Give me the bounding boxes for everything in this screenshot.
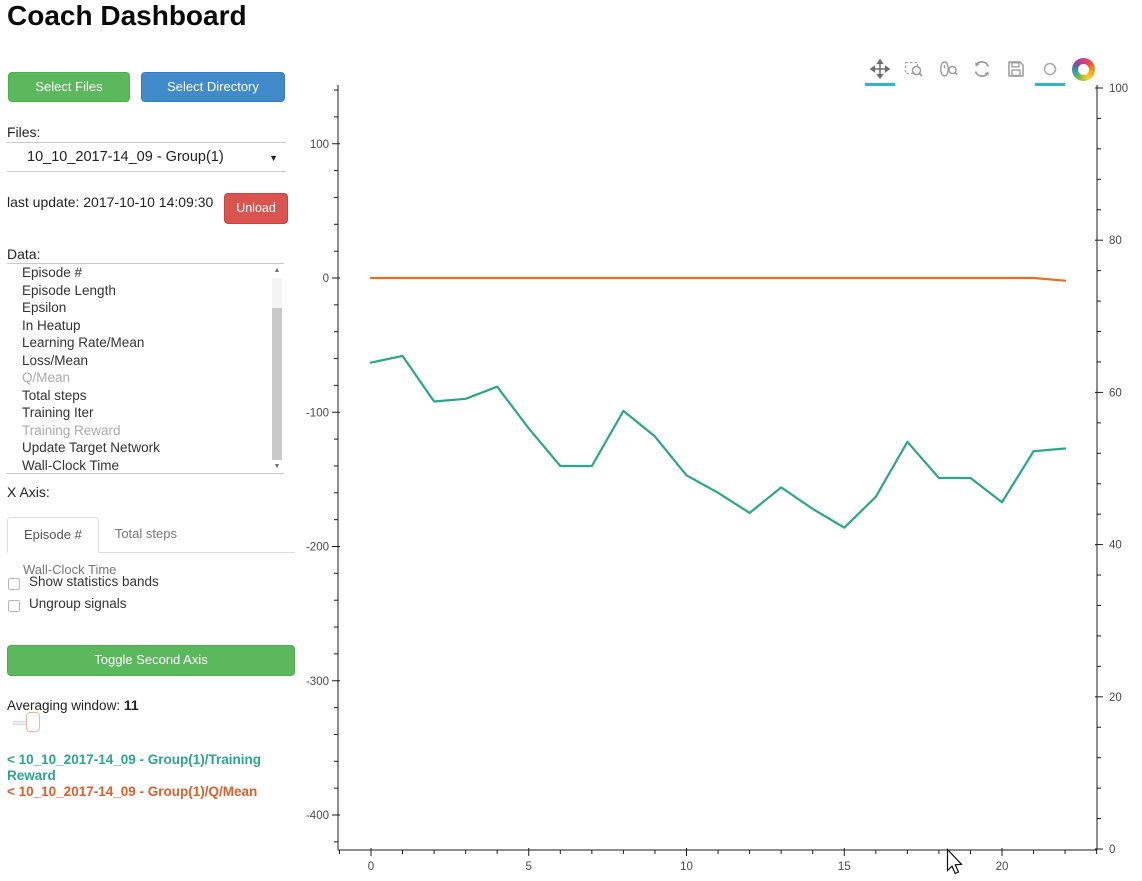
box-zoom-tool-icon[interactable] <box>902 57 926 81</box>
x-axis-tabs: Episode # Total steps Wall-Clock Time <box>7 517 295 577</box>
option-label: Ungroup signals <box>29 596 127 611</box>
option-row: Show statistics bands <box>7 573 292 595</box>
y-left-tick-label: 0 <box>323 273 329 285</box>
data-list-item[interactable]: Learning Rate/Mean <box>22 335 145 350</box>
scroll-down-icon[interactable]: ▼ <box>273 463 281 470</box>
data-list-item[interactable]: Wall-Clock Time <box>22 457 120 473</box>
series-line-training-reward <box>369 354 1067 529</box>
option-label: Show statistics bands <box>29 574 159 589</box>
xaxis-tab-wall-clock-time[interactable]: Wall-Clock Time <box>23 562 117 577</box>
legend-entry[interactable]: < 10_10_2017-14_09 - Group(1)/Q/Mean <box>7 784 258 799</box>
list-scrollbar[interactable]: ▲ ▼ <box>271 266 283 472</box>
scrollbar-thumb[interactable] <box>272 308 282 460</box>
data-list-item[interactable]: Episode Length <box>22 282 116 298</box>
slider-handle[interactable] <box>26 712 40 732</box>
data-signal-list[interactable]: ▲ ▼ Episode # Episode Length Epsilon In Hea… <box>7 263 284 474</box>
dropdown-caret-icon: ▼ <box>269 153 278 163</box>
data-list-item[interactable]: Loss/Mean <box>22 352 89 368</box>
y-left-tick-label: -200 <box>306 542 329 554</box>
x-tick-label: 20 <box>996 861 1009 873</box>
data-label: Data: <box>7 246 41 262</box>
bokeh-toolbar <box>865 57 1095 86</box>
series-line-q-mean <box>369 276 1067 282</box>
data-list-item[interactable]: Total steps <box>22 387 87 403</box>
reset-tool-icon[interactable] <box>970 57 994 81</box>
toggle-second-axis-button[interactable]: Toggle Second Axis <box>7 645 295 676</box>
unload-button[interactable]: Unload <box>224 193 288 224</box>
last-update-text: last update: 2017-10-10 14:09:30 <box>7 194 214 210</box>
wheel-zoom-tool-icon[interactable] <box>936 57 960 81</box>
data-list-item[interactable]: Episode # <box>22 265 83 280</box>
select-files-button[interactable]: Select Files <box>8 72 130 102</box>
chart-region: 0 5 10 15 20 100 0 -100 -200 -300 -400 100 80 60 40 20 0 <box>300 0 1142 881</box>
averaging-window-label: Averaging window: <box>7 698 121 713</box>
x-tick-label: 10 <box>680 861 693 873</box>
y-left-tick-label: -300 <box>306 676 329 688</box>
x-tick-label: 0 <box>368 861 374 873</box>
y-right-tick-label: 80 <box>1109 235 1122 247</box>
data-list-item[interactable]: Training Reward <box>22 422 121 438</box>
averaging-window-slider[interactable] <box>13 712 53 734</box>
mouse-cursor-icon <box>946 847 963 875</box>
options-group: Show statistics bands Ungroup signals <box>7 573 292 617</box>
y-left-tick-label: -100 <box>306 407 329 419</box>
bokeh-logo[interactable] <box>1072 57 1095 81</box>
pan-tool-icon[interactable] <box>865 57 895 86</box>
data-list-item[interactable]: Training Iter <box>22 405 94 420</box>
plot-canvas[interactable]: 0 5 10 15 20 100 0 -100 -200 -300 -400 100 80 60 40 20 0 <box>300 0 1142 881</box>
y-left-tick-label: -400 <box>306 810 329 822</box>
data-list-item[interactable]: Update Target Network <box>22 440 160 455</box>
select-directory-button[interactable]: Select Directory <box>141 72 285 102</box>
legend: < 10_10_2017-14_09 - Group(1)/Training R… <box>7 752 295 801</box>
option-row: Ungroup signals <box>7 595 292 617</box>
legend-entry[interactable]: < 10_10_2017-14_09 - Group(1)/Training R… <box>7 752 261 783</box>
x-tick-label: 15 <box>838 861 851 873</box>
files-selected-value: 10_10_2017-14_09 - Group(1) <box>27 149 224 165</box>
y-left-tick-label: 100 <box>310 139 329 151</box>
x-axis-label: X Axis: <box>7 484 50 500</box>
files-select[interactable]: 10_10_2017-14_09 - Group(1) ▼ <box>7 142 286 172</box>
y-right-tick-label: 40 <box>1109 540 1122 552</box>
xaxis-tab-episode-[interactable]: Episode # <box>7 517 99 553</box>
xaxis-tab-total-steps[interactable]: Total steps <box>114 526 177 541</box>
y-right-tick-label: 0 <box>1109 844 1115 856</box>
data-list-item[interactable]: Q/Mean <box>22 370 71 385</box>
files-label: Files: <box>7 124 41 140</box>
save-tool-icon[interactable] <box>1004 57 1028 81</box>
checkbox[interactable] <box>8 600 20 612</box>
y-right-tick-label: 100 <box>1109 83 1128 95</box>
averaging-window: Averaging window: 11 <box>7 697 139 713</box>
y-right-tick-label: 20 <box>1109 692 1122 704</box>
checkbox[interactable] <box>8 578 20 590</box>
y-right-tick-label: 60 <box>1109 387 1122 399</box>
data-list-item[interactable]: Epsilon <box>22 300 67 315</box>
hover-tool-icon[interactable] <box>1035 57 1065 86</box>
data-list-item[interactable]: In Heatup <box>22 317 81 333</box>
sidebar: Coach Dashboard Select Files Select Dire… <box>0 0 300 881</box>
averaging-window-value: 11 <box>123 697 139 713</box>
x-tick-label: 5 <box>526 861 532 873</box>
page-title: Coach Dashboard <box>7 0 247 31</box>
scroll-up-icon[interactable]: ▲ <box>273 267 281 274</box>
